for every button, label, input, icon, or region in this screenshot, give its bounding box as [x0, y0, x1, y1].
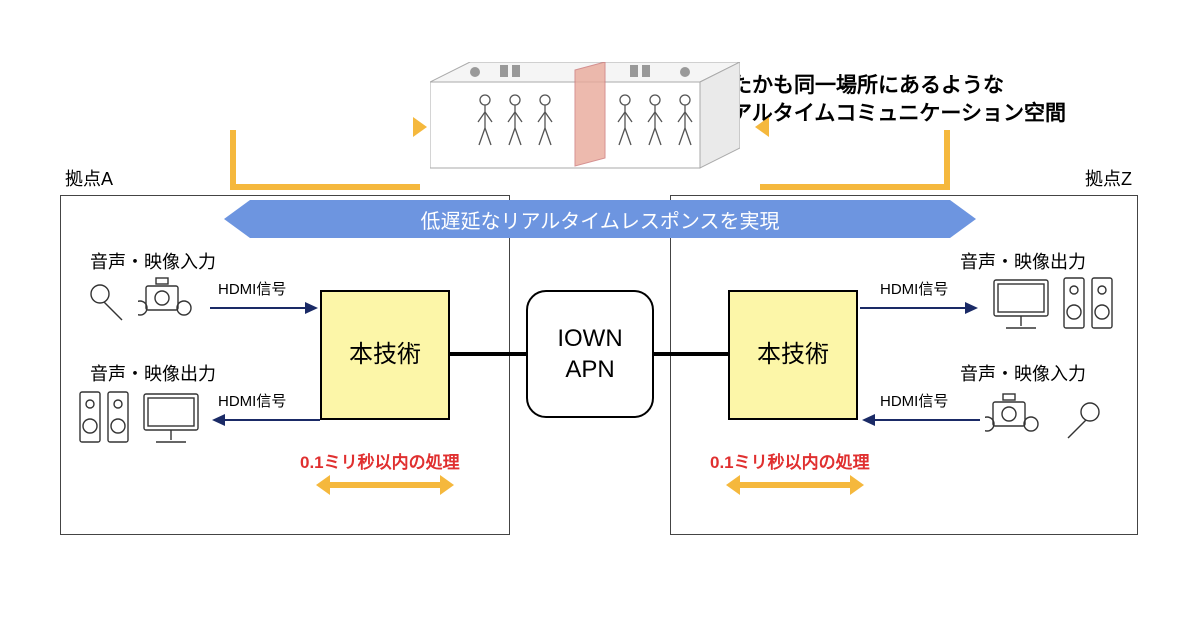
camera-icon	[138, 276, 198, 331]
speakers-icon	[78, 390, 133, 453]
banner-text: 低遅延なリアルタイムレスポンスを実現	[421, 205, 780, 234]
yellow-arrow-left-head	[413, 117, 427, 137]
arrow-z-in	[860, 410, 980, 430]
mic-icon	[82, 280, 132, 330]
latency-arrow-a	[330, 482, 440, 488]
latency-note-z: 0.1ミリ秒以内の処理	[710, 448, 870, 473]
tech-box-a: 本技術	[320, 290, 450, 420]
headline-line1: あたかも同一場所にあるような	[710, 72, 1066, 100]
site-z-hdmi-out: HDMI信号	[880, 278, 948, 299]
arrow-a-in	[210, 298, 320, 318]
arrow-z-out	[860, 298, 980, 318]
tech-box-z-label: 本技術	[757, 339, 829, 370]
tech-box-z: 本技術	[728, 290, 858, 420]
center-line2: APN	[557, 354, 622, 385]
monitor-icon-z	[990, 276, 1052, 339]
site-a-output-label: 音声・映像出力	[90, 360, 216, 386]
site-a-hdmi-out: HDMI信号	[218, 390, 286, 411]
site-z-hdmi-in: HDMI信号	[880, 390, 948, 411]
site-z-input-label: 音声・映像入力	[960, 360, 1086, 386]
latency-note-a: 0.1ミリ秒以内の処理	[300, 448, 460, 473]
link-center-z	[654, 352, 728, 356]
site-z-title: 拠点Z	[1085, 165, 1132, 191]
site-a-hdmi-in: HDMI信号	[218, 278, 286, 299]
center-line1: IOWN	[557, 323, 622, 354]
link-a-center	[450, 352, 526, 356]
yellow-arrow-right-head	[755, 117, 769, 137]
speakers-icon-z	[1062, 276, 1117, 339]
tech-box-a-label: 本技術	[349, 339, 421, 370]
center-node: IOWN APN	[526, 290, 654, 418]
site-a-input-label: 音声・映像入力	[90, 248, 216, 274]
yellow-arrow-left	[230, 130, 420, 190]
site-a-title: 拠点A	[65, 165, 113, 191]
camera-icon-z	[985, 392, 1045, 447]
yellow-arrow-right	[760, 130, 950, 190]
banner: 低遅延なリアルタイムレスポンスを実現	[250, 200, 950, 238]
monitor-icon	[140, 390, 202, 453]
latency-arrow-z	[740, 482, 850, 488]
virtual-room	[430, 62, 740, 172]
mic-icon-z	[1058, 398, 1108, 448]
site-z-output-label: 音声・映像出力	[960, 248, 1086, 274]
arrow-a-out	[210, 410, 320, 430]
